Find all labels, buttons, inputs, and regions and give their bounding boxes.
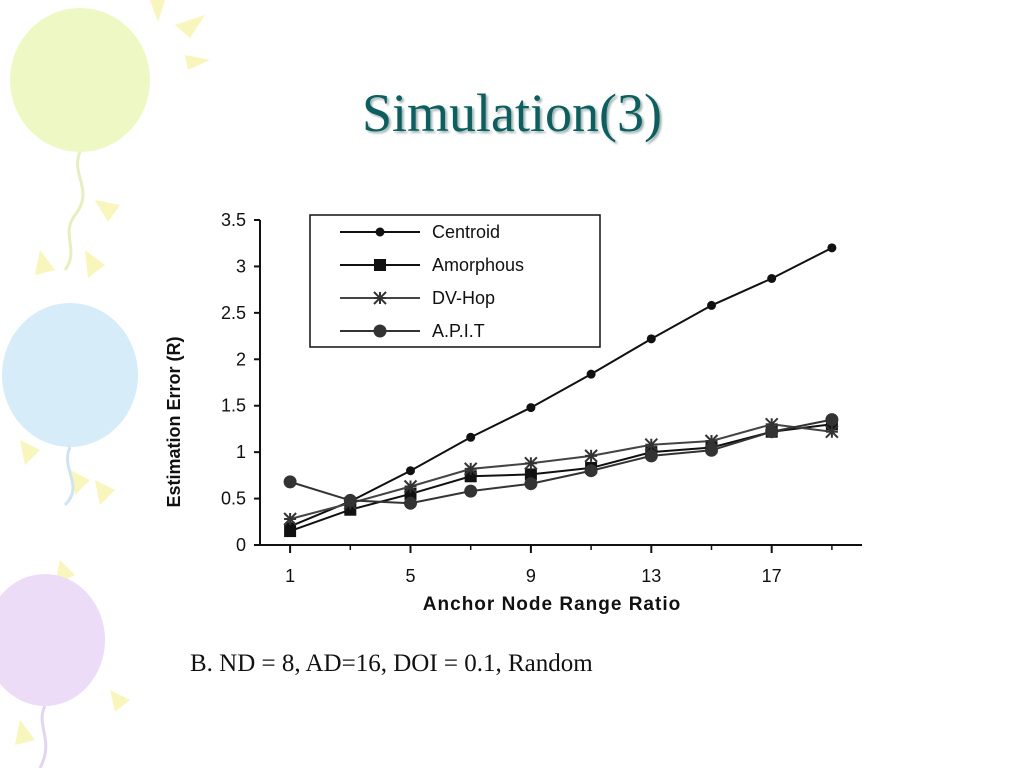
y-tick-label: 0 <box>236 535 246 555</box>
yellow-balloon-icon <box>10 8 150 271</box>
x-tick-label: 1 <box>285 566 295 586</box>
slide-title: Simulation(3) <box>362 83 662 143</box>
legend-marker-amorphous <box>374 259 386 271</box>
plot-area: 0 0.5 1 1.5 2 2.5 3 3.5 1 5 9 13 17 <box>221 210 862 586</box>
data-point-amorphous <box>524 468 537 481</box>
data-point-a-p-i-t <box>524 477 538 491</box>
data-point-dv-hop <box>283 512 297 526</box>
y-tick-label: 3 <box>236 256 246 276</box>
data-point-dv-hop <box>584 449 598 463</box>
data-point-amorphous <box>404 487 417 500</box>
y-tick-label: 3.5 <box>221 210 246 230</box>
data-point-a-p-i-t <box>705 443 718 457</box>
data-point-a-p-i-t <box>825 413 839 427</box>
data-point-centroid <box>767 274 777 283</box>
data-point-dv-hop <box>463 462 478 476</box>
x-tick-label: 17 <box>762 566 782 586</box>
legend: Centroid Amorphous DV-Hop A.P.I.T <box>309 214 601 348</box>
x-axis-label: Anchor Node Range Ratio <box>423 594 681 615</box>
data-point-centroid <box>827 243 837 253</box>
legend-label-amorphous: Amorphous <box>432 255 524 275</box>
legend-label-a-p-i-t: A.P.I.T <box>432 321 485 341</box>
legend-marker-dv-hop <box>373 291 387 305</box>
y-tick-label: 2 <box>236 349 246 369</box>
estimation-error-line-chart: 0 0.5 1 1.5 2 2.5 3 3.5 1 5 9 13 17 Centroid Amorphou… <box>164 210 862 615</box>
legend-label-centroid: Centroid <box>432 222 500 242</box>
data-point-dv-hop <box>644 438 659 452</box>
y-tick-label: 1 <box>236 442 246 462</box>
purple-balloon-icon <box>0 574 105 768</box>
data-point-centroid <box>646 334 656 344</box>
series-line-dv-hop <box>289 423 833 520</box>
x-tick-label: 13 <box>641 566 661 586</box>
data-point-centroid <box>526 403 536 413</box>
data-point-a-p-i-t <box>343 493 357 507</box>
y-tick-label: 2.5 <box>221 303 246 323</box>
legend-box <box>309 214 601 348</box>
data-point-a-p-i-t <box>464 484 478 498</box>
legend-marker-centroid <box>375 227 385 237</box>
data-point-dv-hop <box>704 434 719 448</box>
data-point-dv-hop <box>524 456 538 470</box>
x-tick-label: 5 <box>405 566 415 586</box>
data-point-dv-hop <box>403 479 418 494</box>
y-axis-label: Estimation Error (R) <box>164 336 184 507</box>
data-point-amorphous <box>284 525 297 538</box>
data-point-dv-hop <box>825 425 839 439</box>
y-tick-label: 0.5 <box>221 489 246 509</box>
data-point-centroid <box>466 432 476 442</box>
data-point-a-p-i-t <box>404 496 417 510</box>
data-point-centroid <box>406 466 415 476</box>
data-point-a-p-i-t <box>283 475 297 489</box>
chart-caption: B. ND = 8, AD=16, DOI = 0.1, Random <box>190 650 593 677</box>
legend-marker-a-p-i-t <box>373 324 387 338</box>
series-line-centroid <box>289 246 833 528</box>
data-point-centroid <box>586 369 596 379</box>
data-point-amorphous <box>464 470 477 483</box>
data-point-a-p-i-t <box>644 449 658 463</box>
data-point-a-p-i-t <box>584 464 598 478</box>
data-point-centroid <box>707 300 716 310</box>
legend-label-dv-hop: DV-Hop <box>432 288 495 308</box>
x-tick-label: 9 <box>526 566 536 586</box>
y-tick-label: 1.5 <box>221 396 246 416</box>
data-point-a-p-i-t <box>765 425 779 439</box>
blue-balloon-icon <box>2 303 138 507</box>
series-line-a-p-i-t <box>289 418 833 505</box>
